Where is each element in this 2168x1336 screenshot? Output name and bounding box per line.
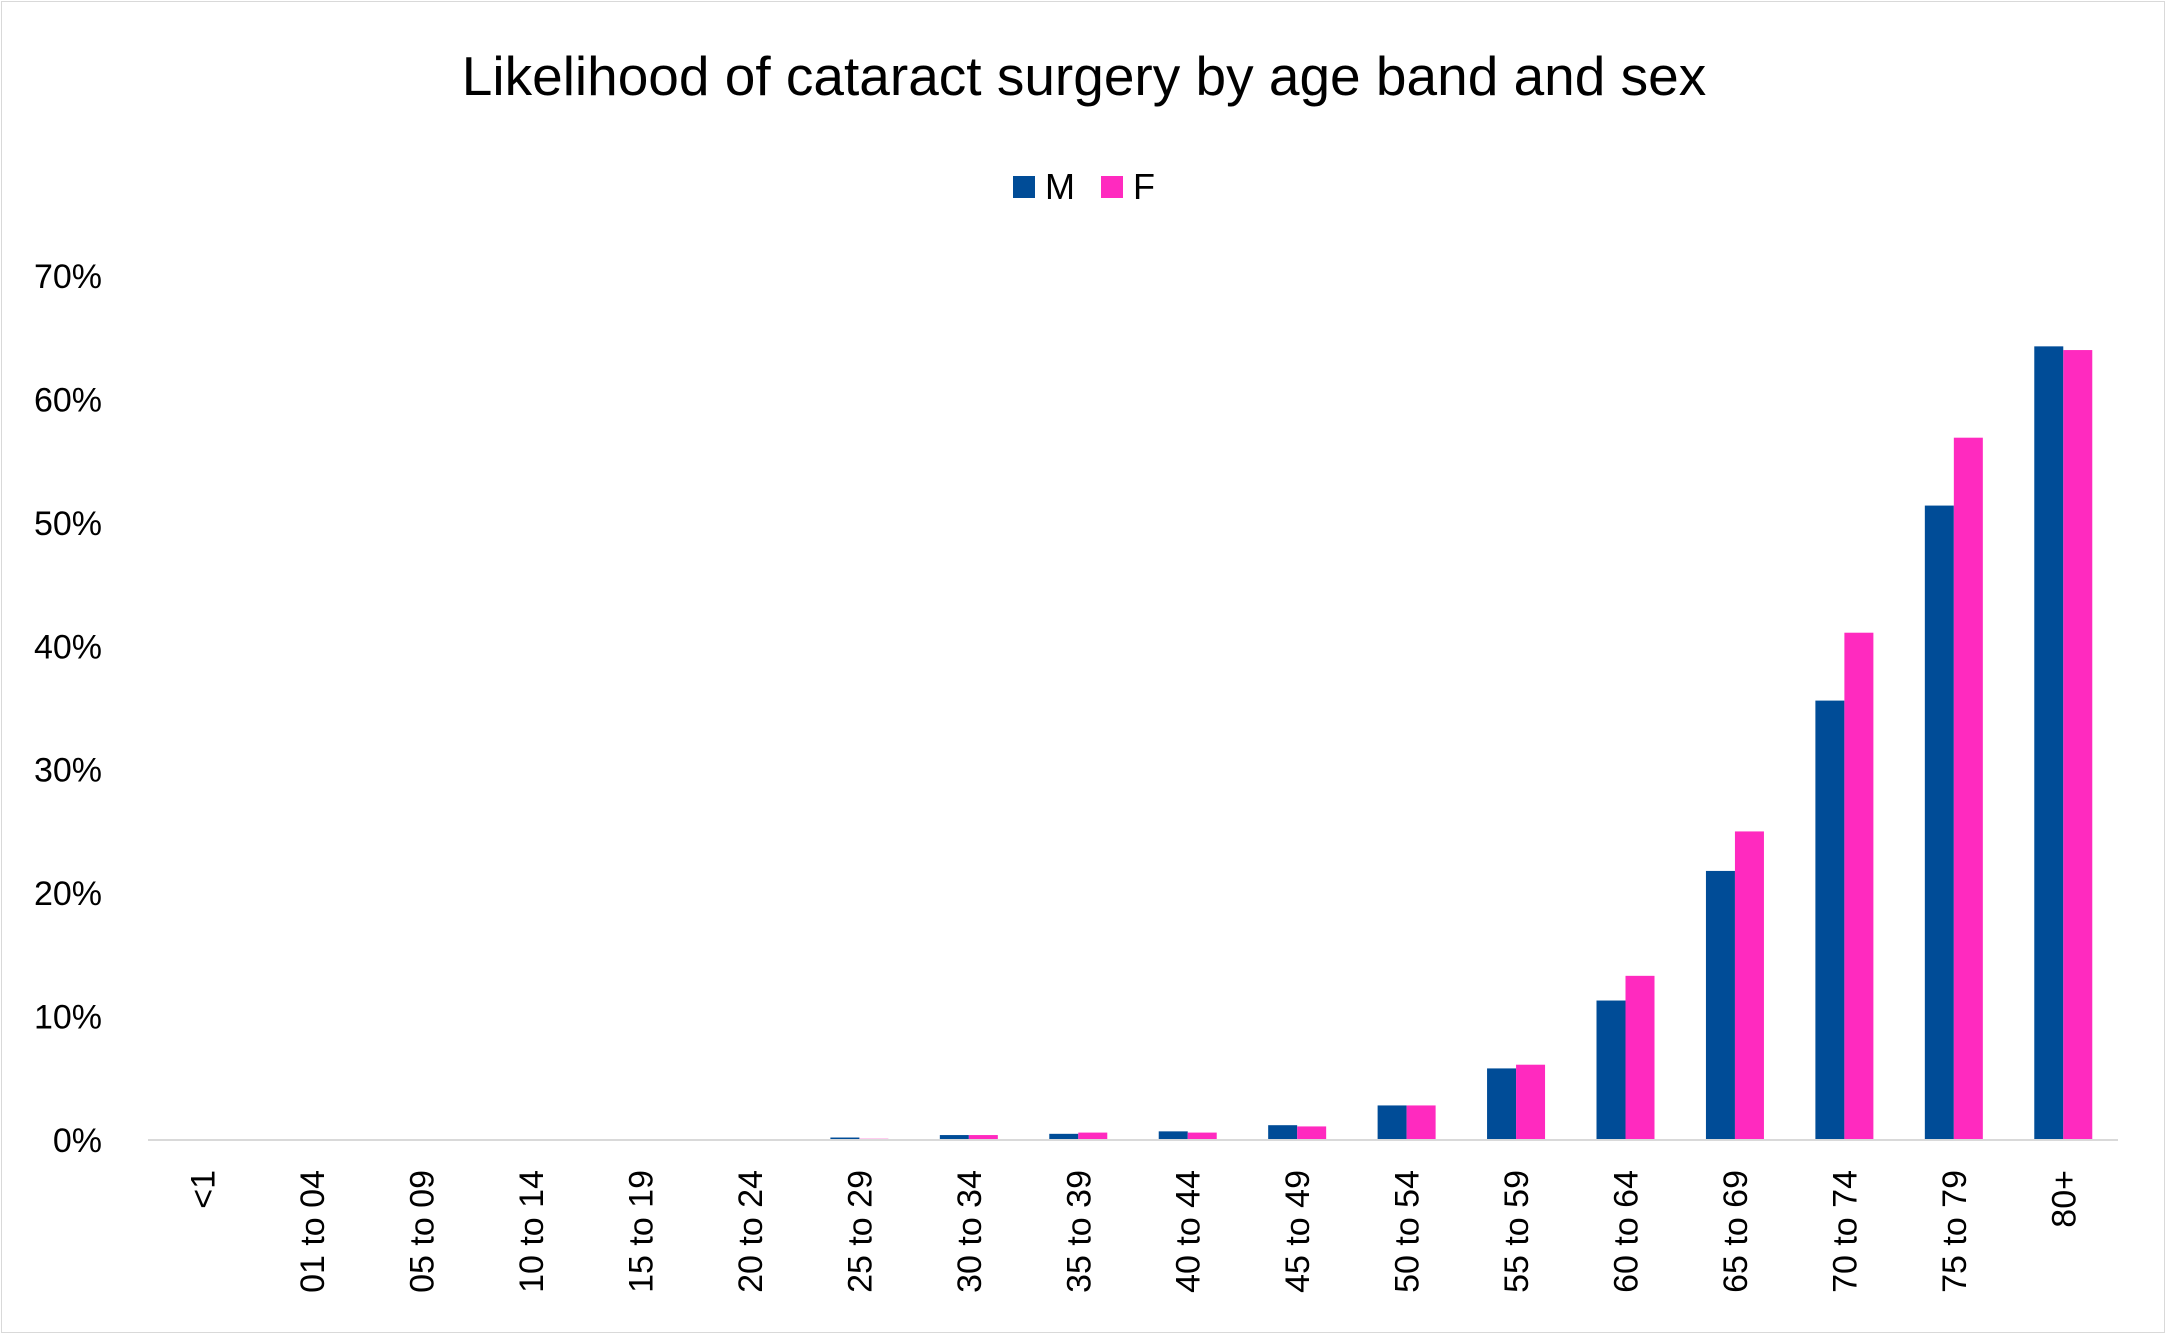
legend-swatch-f xyxy=(1101,176,1123,198)
bar-m-6 xyxy=(830,1137,860,1140)
chart-title: Likelihood of cataract surgery by age ba… xyxy=(461,45,1707,107)
x-tick-label: 70 to 74 xyxy=(1826,1170,1864,1293)
y-tick-label: 50% xyxy=(34,505,102,543)
bar-m-11 xyxy=(1377,1105,1407,1140)
x-tick-label: 60 to 64 xyxy=(1608,1170,1646,1293)
x-tick-label: 20 to 24 xyxy=(732,1170,770,1293)
x-tick-label: 15 to 19 xyxy=(623,1170,661,1293)
bar-f-15 xyxy=(1844,632,1874,1140)
legend-item-f: F xyxy=(1101,166,1155,208)
bar-m-12 xyxy=(1487,1068,1517,1140)
bar-m-15 xyxy=(1815,700,1845,1140)
bar-f-13 xyxy=(1625,975,1655,1140)
x-tick-label: 01 to 04 xyxy=(294,1170,332,1293)
bar-m-9 xyxy=(1158,1131,1188,1140)
x-tick-label: 65 to 69 xyxy=(1717,1170,1755,1293)
x-tick-label: 30 to 34 xyxy=(951,1170,989,1293)
x-tick-label: 35 to 39 xyxy=(1060,1170,1098,1293)
bar-f-7 xyxy=(968,1135,998,1140)
y-tick-label: 20% xyxy=(34,875,102,913)
x-tick-label: 80+ xyxy=(2045,1170,2083,1228)
y-tick-label: 0% xyxy=(53,1122,102,1160)
x-tick-label: 40 to 44 xyxy=(1170,1170,1208,1293)
bar-m-8 xyxy=(1049,1133,1079,1140)
y-tick-label: 10% xyxy=(34,999,102,1037)
bar-m-13 xyxy=(1596,1000,1626,1140)
y-tick-label: 30% xyxy=(34,752,102,790)
bar-f-16 xyxy=(1953,437,1983,1141)
y-tick-label: 40% xyxy=(34,628,102,666)
bar-f-9 xyxy=(1187,1132,1217,1140)
bar-f-17 xyxy=(2063,350,2093,1140)
legend-label-m: M xyxy=(1045,166,1075,207)
bar-m-17 xyxy=(2034,346,2064,1141)
legend: M F xyxy=(0,166,2168,208)
x-tick-label: 25 to 29 xyxy=(841,1170,879,1293)
x-tick-label: <1 xyxy=(185,1170,223,1209)
legend-swatch-m xyxy=(1013,176,1035,198)
y-tick-label: 70% xyxy=(34,258,102,296)
bar-f-8 xyxy=(1078,1132,1108,1140)
bar-m-14 xyxy=(1705,870,1735,1140)
bar-f-10 xyxy=(1297,1126,1327,1140)
x-tick-label: 55 to 59 xyxy=(1498,1170,1536,1293)
x-tick-label: 45 to 49 xyxy=(1279,1170,1317,1293)
legend-label-f: F xyxy=(1133,166,1155,207)
x-tick-label: 75 to 79 xyxy=(1936,1170,1974,1293)
x-tick-label: 05 to 09 xyxy=(404,1170,442,1293)
bar-f-12 xyxy=(1516,1064,1546,1140)
x-tick-label: 50 to 54 xyxy=(1389,1170,1427,1293)
bar-m-7 xyxy=(939,1135,969,1140)
bar-m-10 xyxy=(1268,1125,1298,1140)
bar-m-16 xyxy=(1924,505,1954,1140)
y-tick-label: 60% xyxy=(34,381,102,419)
x-tick-label: 10 to 14 xyxy=(513,1170,551,1293)
bar-f-14 xyxy=(1734,831,1764,1140)
bar-f-11 xyxy=(1406,1105,1436,1140)
legend-item-m: M xyxy=(1013,166,1075,208)
